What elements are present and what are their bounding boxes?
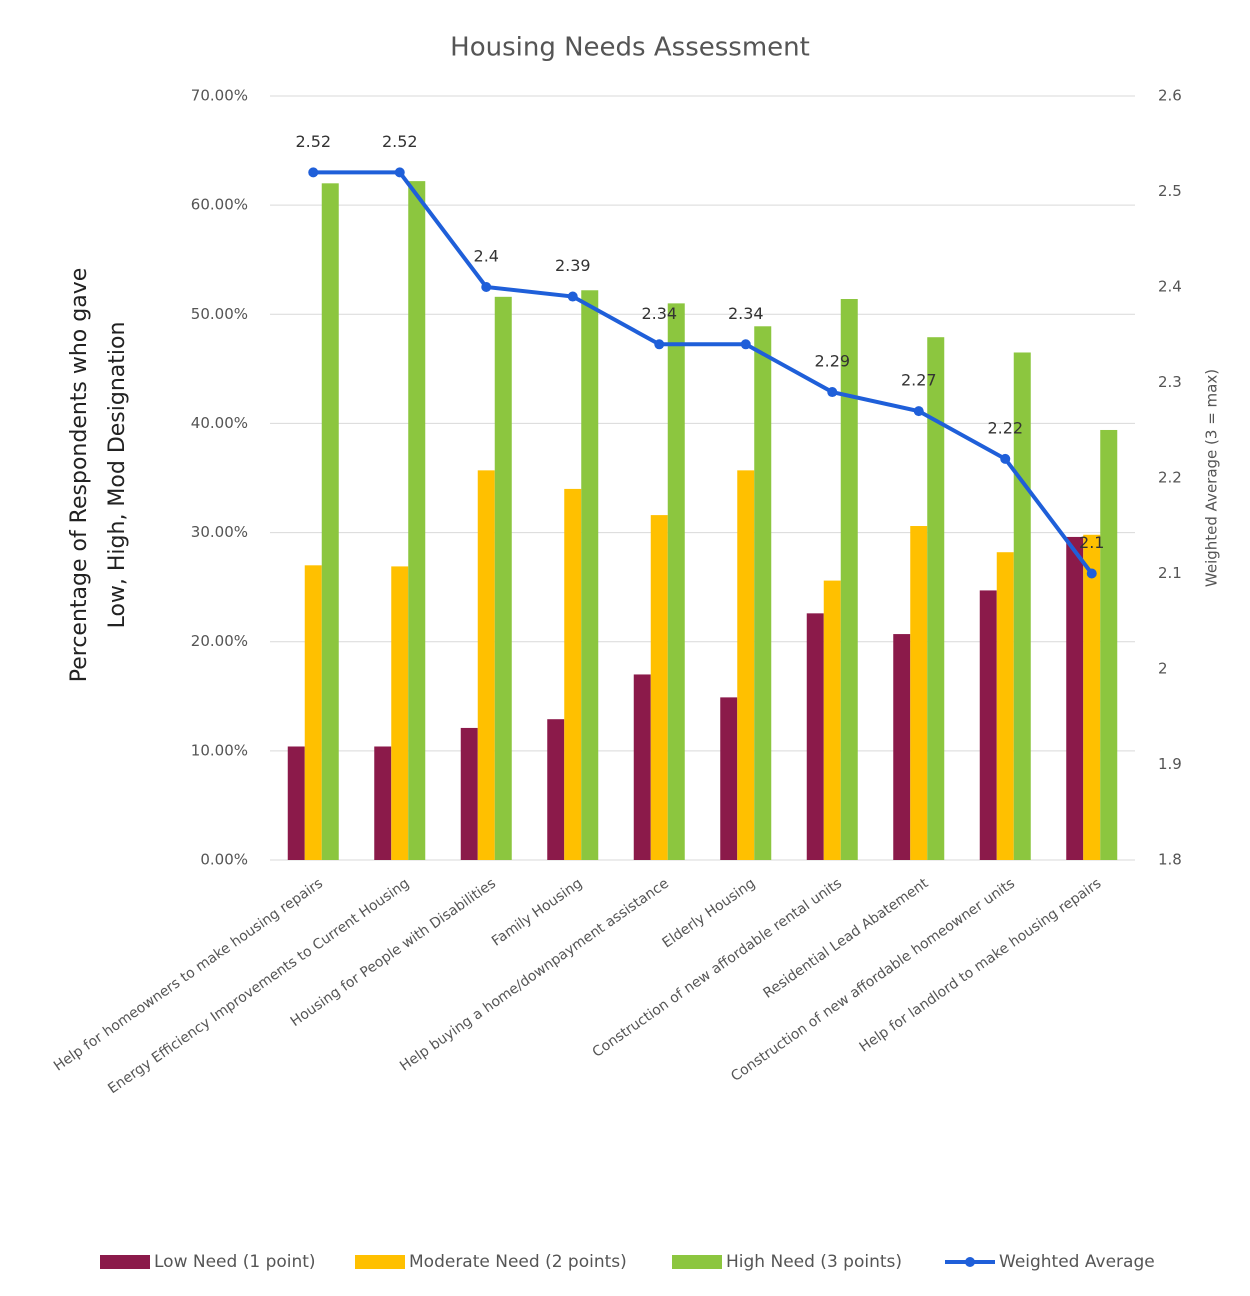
bar [754, 326, 772, 860]
bar [806, 613, 824, 860]
y2-tick-label: 1.9 [1158, 755, 1182, 773]
bar [287, 746, 305, 860]
y2-tick-label: 2.1 [1158, 564, 1182, 582]
y-tick-label: 20.00% [191, 632, 248, 650]
y2-tick-label: 2.2 [1158, 469, 1182, 487]
bar [494, 296, 512, 860]
line-marker [1000, 453, 1011, 464]
data-label: 2.39 [555, 256, 591, 275]
y2-tick-label: 2.4 [1158, 278, 1182, 296]
bar [304, 565, 322, 860]
bar [927, 337, 945, 861]
legend-label: Low Need (1 point) [154, 1252, 316, 1272]
legend-label: Moderate Need (2 points) [409, 1252, 627, 1272]
data-label: 2.52 [382, 132, 418, 151]
y-tick-label: 50.00% [191, 305, 248, 323]
data-label: 2.34 [728, 304, 764, 323]
y-tick-label: 40.00% [191, 414, 248, 432]
y2-tick-label: 2.5 [1158, 182, 1182, 200]
legend-swatch [355, 1255, 405, 1269]
y-axis-title: Low, High, Mod Designation [105, 322, 130, 629]
bar [737, 470, 755, 860]
bar [910, 526, 928, 860]
y2-axis-title: Weighted Average (3 = max) [1203, 369, 1221, 587]
y2-tick-label: 2.3 [1158, 373, 1182, 391]
bar [720, 697, 738, 860]
bar [460, 727, 478, 860]
x-tick-label: Residential Lead Abatement [760, 875, 931, 1002]
line-marker [740, 339, 751, 350]
legend-label: High Need (3 points) [726, 1252, 902, 1272]
bar [391, 566, 409, 860]
data-label: 2.27 [901, 371, 937, 390]
legend-label: Weighted Average [999, 1252, 1155, 1272]
y-tick-label: 30.00% [191, 523, 248, 541]
bar [477, 470, 495, 860]
line-marker [394, 167, 405, 178]
data-label: 2.34 [641, 304, 677, 323]
y2-tick-label: 2.6 [1158, 87, 1182, 105]
y-tick-label: 70.00% [191, 87, 248, 105]
bar [1100, 429, 1118, 860]
data-label: 2.22 [987, 418, 1023, 437]
line-marker [1086, 568, 1097, 579]
bar [1066, 536, 1084, 860]
line-marker [827, 387, 838, 398]
bar [667, 303, 685, 860]
bar [321, 183, 339, 861]
bar [374, 746, 392, 860]
y2-tick-label: 1.8 [1158, 851, 1182, 869]
bar [1013, 352, 1031, 860]
legend-swatch [965, 1257, 975, 1267]
bar [564, 488, 582, 860]
bar [996, 552, 1014, 860]
x-tick-label: Family Housing [489, 875, 585, 949]
data-label: 2.1 [1079, 533, 1104, 552]
bar [893, 634, 911, 860]
bar [547, 719, 565, 860]
bar [408, 181, 426, 861]
y-tick-label: 60.00% [191, 196, 248, 214]
bar [650, 515, 668, 860]
data-label: 2.52 [295, 132, 331, 151]
bar [1083, 534, 1101, 860]
x-tick-label: Energy Efficiency Improvements to Curren… [105, 875, 412, 1097]
line-marker [913, 406, 924, 417]
chart-title: Housing Needs Assessment [450, 33, 810, 63]
line [313, 170, 1094, 575]
bar [840, 299, 858, 860]
data-label: 2.4 [474, 247, 499, 266]
y-tick-label: 10.00% [191, 741, 248, 759]
line-marker [481, 282, 492, 292]
bar [979, 590, 997, 860]
y-axis-title: Percentage of Respondents who gave [67, 268, 92, 683]
y-tick-label: 0.00% [200, 851, 248, 869]
legend-swatch [100, 1255, 150, 1269]
legend-swatch [672, 1255, 722, 1269]
data-label: 2.29 [814, 352, 850, 371]
line-marker [308, 167, 319, 178]
y2-tick-label: 2 [1158, 660, 1168, 678]
line-marker [567, 291, 578, 302]
bar [633, 674, 651, 860]
bar [581, 290, 599, 860]
line-marker [654, 339, 665, 350]
bar [823, 580, 841, 860]
